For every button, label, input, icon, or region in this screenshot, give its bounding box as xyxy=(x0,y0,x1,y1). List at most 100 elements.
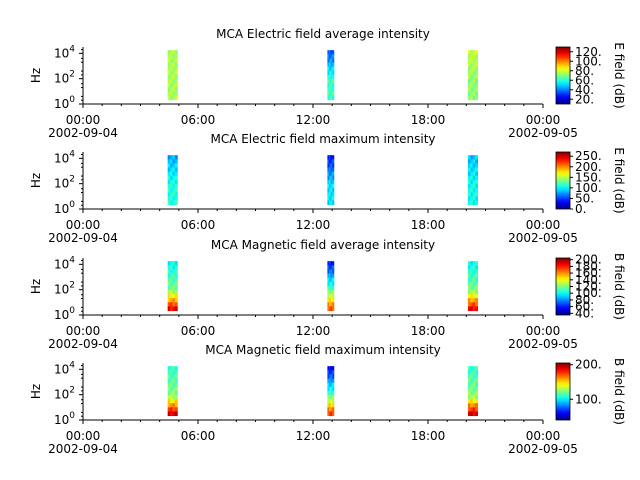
burst-cell xyxy=(174,407,178,412)
colorbar-tick-label: 250. xyxy=(575,149,602,163)
burst-cell xyxy=(174,374,178,380)
y-tick-label: 104 xyxy=(54,255,75,271)
burst-cell xyxy=(470,58,474,64)
burst-cell xyxy=(328,277,332,283)
burst-cell xyxy=(167,188,171,193)
burst-cell xyxy=(475,196,479,201)
burst-cell xyxy=(475,294,479,299)
burst-cell xyxy=(327,74,330,80)
burst-cell xyxy=(327,70,330,76)
burst-cell xyxy=(327,403,330,408)
burst-cell xyxy=(328,159,332,164)
burst-cell xyxy=(467,54,471,59)
burst-cell xyxy=(174,366,178,371)
burst-cell xyxy=(167,192,171,197)
burst-cell xyxy=(167,91,171,96)
burst-cell xyxy=(332,281,335,287)
burst-cell xyxy=(328,306,332,312)
burst-cell xyxy=(332,306,335,312)
burst-cell xyxy=(330,294,333,299)
colorbar-tick-label: 100. xyxy=(575,392,602,406)
burst-cell xyxy=(330,399,333,404)
burst-cell xyxy=(332,386,335,392)
burst-cell xyxy=(472,269,476,275)
burst-cell xyxy=(332,83,335,88)
burst-cell xyxy=(470,74,474,80)
x-tick-label: 06:00 xyxy=(181,324,216,338)
burst-cell xyxy=(467,378,471,384)
burst-cell xyxy=(470,399,474,404)
burst-cell xyxy=(472,403,476,408)
burst-cell xyxy=(172,179,176,185)
colorbar-tick-label: 0. xyxy=(575,202,586,216)
burst-cell xyxy=(172,403,176,408)
burst-cell xyxy=(328,366,332,371)
burst-cell xyxy=(470,196,474,201)
burst-cell xyxy=(467,74,471,80)
burst-cell xyxy=(328,171,332,177)
burst-cell xyxy=(167,285,171,291)
burst-cell xyxy=(472,382,476,388)
burst-cell xyxy=(330,87,333,92)
burst-cell xyxy=(472,175,476,181)
burst-cell xyxy=(470,261,474,266)
burst-cell xyxy=(328,87,332,92)
burst-cell xyxy=(330,66,333,72)
burst-cell xyxy=(328,188,332,193)
burst-cell xyxy=(328,66,332,72)
y-axis-label: Hz xyxy=(29,384,43,399)
burst-cell xyxy=(467,87,471,92)
burst-cell xyxy=(172,407,176,412)
burst-cell xyxy=(167,306,171,312)
burst-cell xyxy=(330,306,333,312)
burst-cell xyxy=(174,167,178,173)
burst-cell xyxy=(328,269,332,275)
burst-cell xyxy=(327,382,330,388)
burst-cell xyxy=(327,261,330,266)
burst-cell xyxy=(174,302,178,307)
burst-cell xyxy=(475,171,479,177)
colorbar-tick-label: 80. xyxy=(575,64,594,78)
burst-cell xyxy=(170,382,173,388)
colorbar xyxy=(555,257,571,316)
burst-cell xyxy=(467,366,471,371)
burst-cell xyxy=(330,167,333,173)
burst-cell xyxy=(472,285,476,291)
burst-cell xyxy=(470,294,474,299)
burst-cell xyxy=(167,281,171,287)
burst-cell xyxy=(467,50,471,55)
burst-cell xyxy=(330,273,333,279)
burst-cell xyxy=(170,277,173,283)
y-tick-label: 100 xyxy=(54,306,75,322)
burst-cell xyxy=(475,83,479,88)
colorbar-label: B field (dB) xyxy=(612,253,626,320)
panel-3: MCA Magnetic field average intensity 100 1… xyxy=(29,238,626,351)
burst-cell xyxy=(475,281,479,287)
burst-cell xyxy=(332,163,335,169)
burst-cell xyxy=(167,277,171,283)
burst-cell xyxy=(174,155,178,160)
burst-cell xyxy=(472,411,476,417)
burst-cell xyxy=(170,171,173,177)
burst-cell xyxy=(330,91,333,96)
burst-cell xyxy=(472,62,476,68)
burst-cell xyxy=(475,179,479,185)
y-tick-label: 100 xyxy=(54,411,75,427)
burst-cell xyxy=(328,378,332,384)
burst-cell xyxy=(467,265,471,270)
burst-cell xyxy=(475,155,479,160)
burst-cell xyxy=(475,175,479,181)
burst-cell xyxy=(172,378,176,384)
burst-cell xyxy=(470,188,474,193)
burst-cell xyxy=(332,407,335,412)
burst-cell xyxy=(172,58,176,64)
burst-cell xyxy=(174,403,178,408)
x-tick-label: 18:00 xyxy=(411,218,446,232)
burst-cell xyxy=(330,394,333,400)
burst-cell xyxy=(467,175,471,181)
burst-cell xyxy=(330,192,333,197)
colorbar-tick-label: 120. xyxy=(575,45,602,59)
burst-cell xyxy=(167,83,171,88)
burst-cell xyxy=(172,200,176,206)
burst-cell xyxy=(332,411,335,417)
